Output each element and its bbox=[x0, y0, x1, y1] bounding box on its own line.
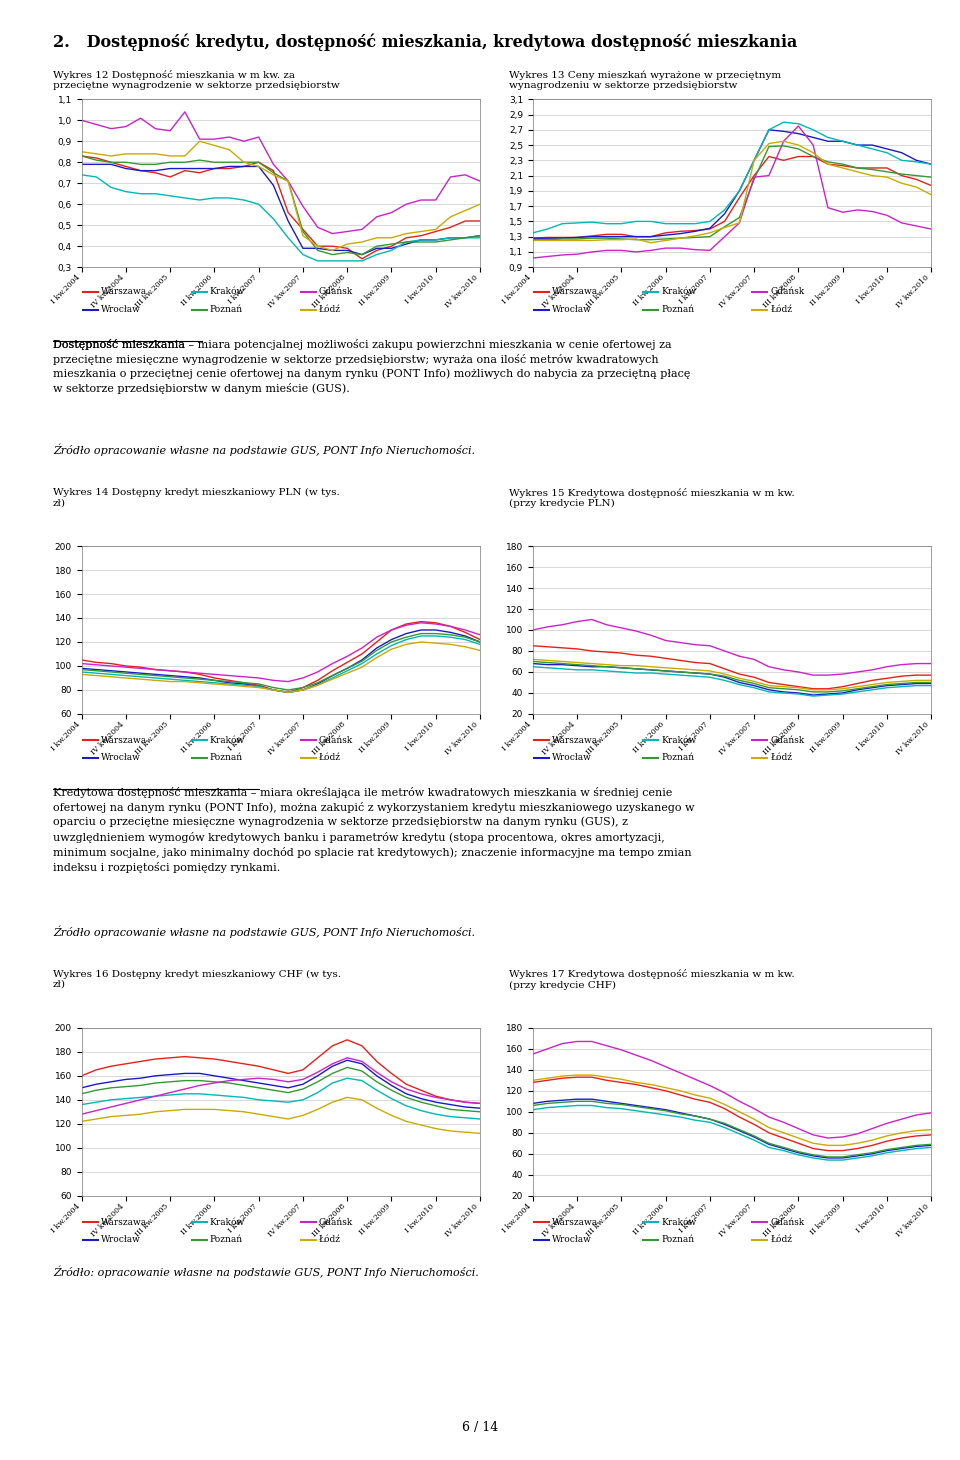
Text: Poznań: Poznań bbox=[210, 753, 243, 762]
Text: Kraków: Kraków bbox=[210, 288, 245, 296]
Text: Łódź: Łódź bbox=[319, 753, 341, 762]
Text: Gdańsk: Gdańsk bbox=[770, 288, 804, 296]
Text: Warszawa: Warszawa bbox=[552, 1218, 598, 1226]
Text: Źródło: opracowanie własne na podstawie GUS, PONT Info Nieruchomości.: Źródło: opracowanie własne na podstawie … bbox=[53, 1266, 478, 1279]
Text: Kraków: Kraków bbox=[210, 1218, 245, 1226]
Text: Źródło opracowanie własne na podstawie GUS, PONT Info Nieruchomości.: Źródło opracowanie własne na podstawie G… bbox=[53, 444, 475, 457]
Text: Łódź: Łódź bbox=[319, 1235, 341, 1244]
Text: Poznań: Poznań bbox=[661, 753, 694, 762]
Text: Wrocław: Wrocław bbox=[552, 753, 592, 762]
Text: Wykres 17 Kredytowa dostępność mieszkania w m kw.
(przy kredycie CHF): Wykres 17 Kredytowa dostępność mieszkani… bbox=[509, 969, 795, 990]
Text: Kraków: Kraków bbox=[661, 1218, 696, 1226]
Text: Łódź: Łódź bbox=[770, 1235, 792, 1244]
Text: Wrocław: Wrocław bbox=[101, 305, 141, 314]
Text: Wrocław: Wrocław bbox=[552, 305, 592, 314]
Text: Warszawa: Warszawa bbox=[552, 736, 598, 745]
Text: Wrocław: Wrocław bbox=[101, 753, 141, 762]
Text: Wykres 13 Ceny mieszkań wyrażone w przeciętnym
wynagrodzeniu w sektorze przedsię: Wykres 13 Ceny mieszkań wyrażone w przec… bbox=[509, 70, 780, 91]
Text: 2.   Dostępność kredytu, dostępność mieszkania, kredytowa dostępność mieszkania: 2. Dostępność kredytu, dostępność mieszk… bbox=[53, 34, 797, 51]
Text: Źródło opracowanie własne na podstawie GUS, PONT Info Nieruchomości.: Źródło opracowanie własne na podstawie G… bbox=[53, 926, 475, 939]
Text: Wykres 14 Dostępny kredyt mieszkaniowy PLN (w tys.
zł): Wykres 14 Dostępny kredyt mieszkaniowy P… bbox=[53, 488, 340, 507]
Text: Wrocław: Wrocław bbox=[552, 1235, 592, 1244]
Text: Gdańsk: Gdańsk bbox=[319, 736, 353, 745]
Text: Kraków: Kraków bbox=[661, 736, 696, 745]
Text: Łódź: Łódź bbox=[770, 753, 792, 762]
Text: Łódź: Łódź bbox=[770, 305, 792, 314]
Text: Warszawa: Warszawa bbox=[552, 288, 598, 296]
Text: Gdańsk: Gdańsk bbox=[319, 288, 353, 296]
Text: Gdańsk: Gdańsk bbox=[770, 1218, 804, 1226]
Text: Wykres 16 Dostępny kredyt mieszkaniowy CHF (w tys.
zł): Wykres 16 Dostępny kredyt mieszkaniowy C… bbox=[53, 969, 341, 988]
Text: Dostępność mieszkania: Dostępność mieszkania bbox=[53, 339, 184, 350]
Text: Gdańsk: Gdańsk bbox=[770, 736, 804, 745]
Text: Poznań: Poznań bbox=[661, 1235, 694, 1244]
Text: 6 / 14: 6 / 14 bbox=[462, 1421, 498, 1434]
Text: Kraków: Kraków bbox=[661, 288, 696, 296]
Text: Poznań: Poznań bbox=[661, 305, 694, 314]
Text: Dostępność mieszkania – miara potencjalnej możliwości zakupu powierzchni mieszka: Dostępność mieszkania – miara potencjaln… bbox=[53, 339, 690, 394]
Text: Kredytowa dostępność mieszkania – miara określająca ile metrów kwadratowych mies: Kredytowa dostępność mieszkania – miara … bbox=[53, 787, 694, 873]
Text: Wykres 15 Kredytowa dostępność mieszkania w m kw.
(przy kredycie PLN): Wykres 15 Kredytowa dostępność mieszkani… bbox=[509, 488, 795, 508]
Text: Wykres 12 Dostępność mieszkania w m kw. za
przeciętne wynagrodzenie w sektorze p: Wykres 12 Dostępność mieszkania w m kw. … bbox=[53, 70, 340, 91]
Text: Wrocław: Wrocław bbox=[101, 1235, 141, 1244]
Text: Kraków: Kraków bbox=[210, 736, 245, 745]
Text: Poznań: Poznań bbox=[210, 305, 243, 314]
Text: Gdańsk: Gdańsk bbox=[319, 1218, 353, 1226]
Text: Poznań: Poznań bbox=[210, 1235, 243, 1244]
Text: Łódź: Łódź bbox=[319, 305, 341, 314]
Text: Warszawa: Warszawa bbox=[101, 288, 147, 296]
Text: Warszawa: Warszawa bbox=[101, 736, 147, 745]
Text: Warszawa: Warszawa bbox=[101, 1218, 147, 1226]
